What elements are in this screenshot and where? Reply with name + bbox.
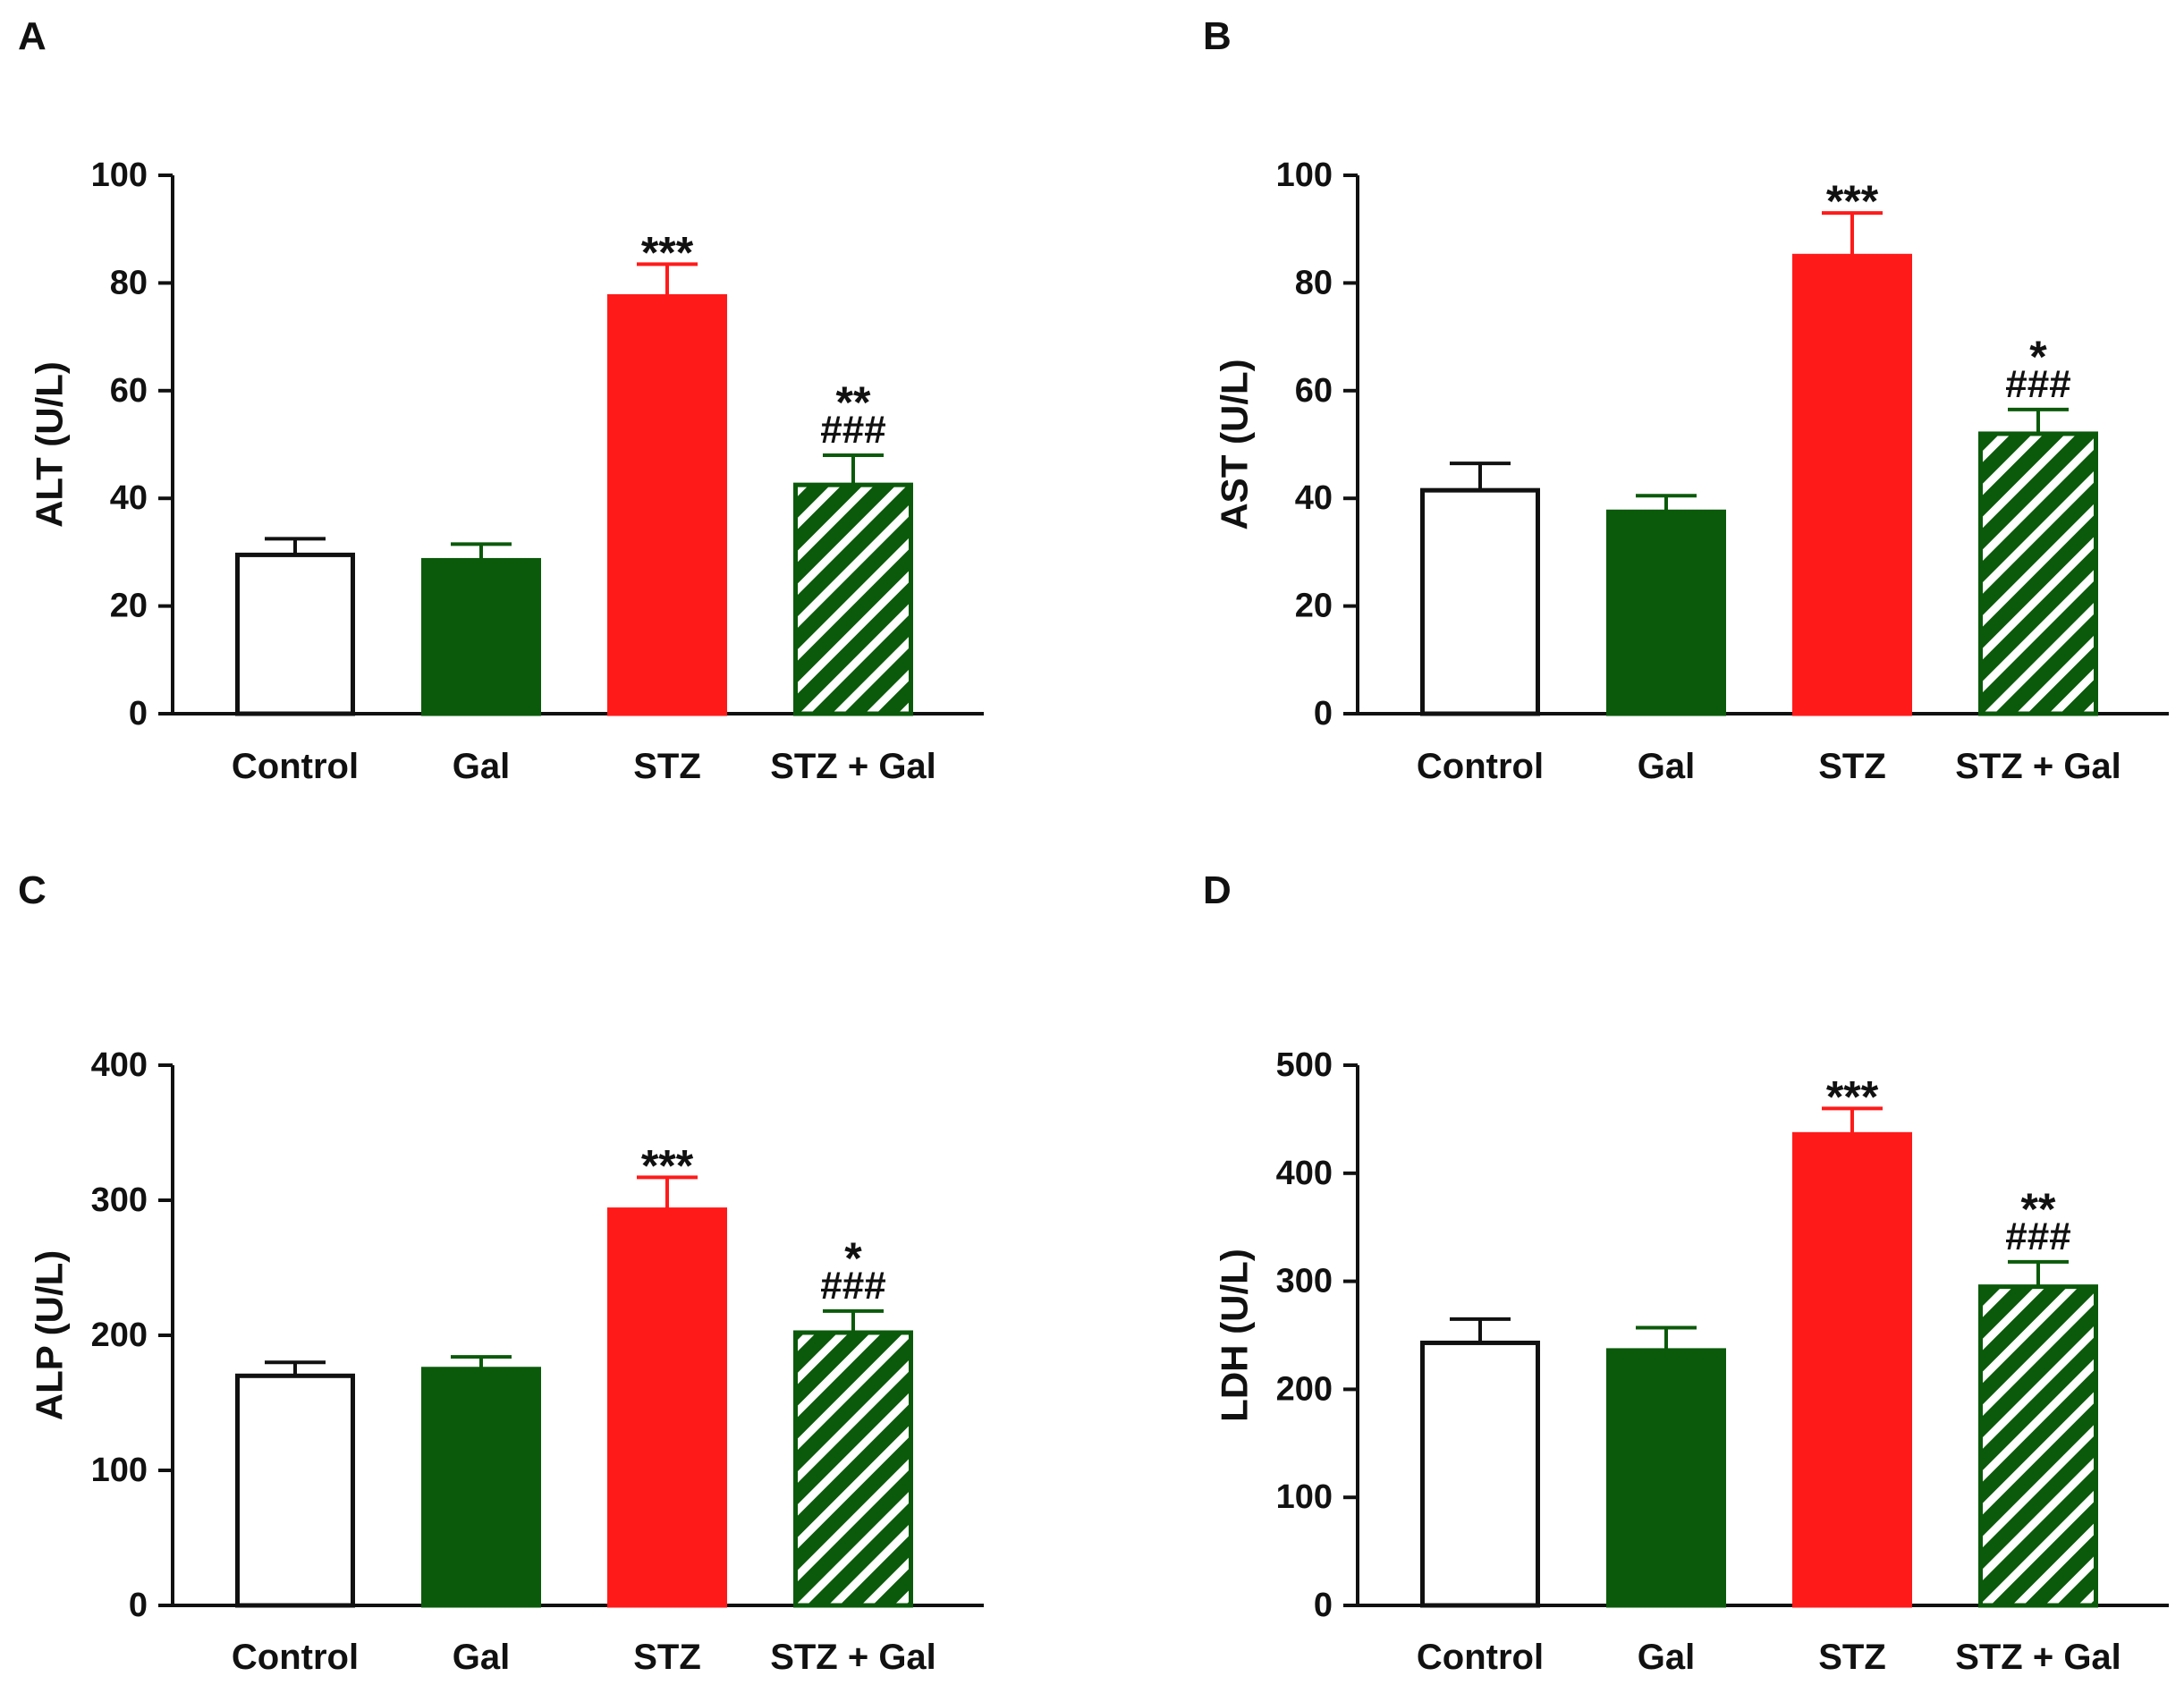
category-label: Gal [453,747,510,786]
significance-stars: *** [1826,1071,1879,1122]
category-label: STZ + Gal [1955,1638,2121,1677]
y-tick-label: 80 [110,264,148,301]
category-label: STZ [633,747,701,786]
y-tick-label: 40 [1295,479,1333,517]
bar-gal [421,557,541,716]
y-tick-label: 200 [91,1317,148,1354]
bar-stz-gal [1978,1284,2098,1608]
bar-gal [1606,509,1726,716]
bar-stz-gal [793,482,913,716]
y-tick-label: 400 [1276,1155,1333,1192]
category-label: STZ [633,1638,701,1677]
category-label: STZ + Gal [770,747,936,786]
y-tick-label: 80 [1295,264,1333,301]
bar-stz [607,1207,727,1608]
y-axis-label: ALP (U/L) [29,1250,71,1421]
y-tick-label: 200 [1276,1370,1333,1408]
y-axis-label: LDH (U/L) [1214,1249,1256,1422]
panel-a: A ALT (U/L) 0 20 40 60 80 100 Control Gal STZ *** ST… [18,14,984,786]
y-tick-label: 60 [110,372,148,410]
y-axis-label: ALT (U/L) [29,361,71,528]
significance-stars: *** [641,227,694,277]
significance-stars: ** [836,377,871,428]
bar-control [1420,1340,1540,1608]
panel-d: D LDH (U/L) 0 100 200 300 400 500 Control Gal STZ *… [1203,868,2169,1677]
y-tick-label: 20 [110,588,148,625]
y-tick-label: 60 [1295,372,1333,410]
y-tick-label: 400 [91,1046,148,1084]
significance-stars: *** [641,1140,694,1190]
bar-control [1420,487,1540,716]
bar-stz-gal [1978,431,2098,716]
y-tick-label: 0 [129,1587,148,1624]
significance-hashes: ### [820,408,885,452]
category-label: STZ + Gal [1955,747,2121,786]
category-label: Control [232,1638,359,1677]
bar-gal [1606,1348,1726,1608]
y-axis-label: AST (U/L) [1214,359,1256,529]
y-tick-label: 20 [1295,588,1333,625]
y-tick-label: 300 [91,1181,148,1219]
significance-stars: ** [2021,1184,2056,1234]
panel-letter: B [1203,14,1232,58]
significance-stars: * [844,1233,862,1283]
y-tick-label: 300 [1276,1263,1333,1300]
y-tick-label: 40 [110,479,148,517]
category-label: Gal [1638,747,1695,786]
significance-stars: *** [1826,176,1879,226]
panel-b: B AST (U/L) 0 20 40 60 80 100 Control Gal STZ *** ST… [1203,14,2169,786]
significance-hashes: ### [2005,362,2070,406]
y-tick-label: 0 [1314,695,1333,732]
panel-letter: A [18,14,47,58]
category-label: Control [1417,1638,1544,1677]
y-tick-label: 100 [1276,1478,1333,1516]
category-label: STZ [1818,747,1886,786]
category-label: Control [1417,747,1544,786]
y-tick-label: 100 [91,157,148,194]
category-label: Gal [453,1638,510,1677]
category-label: Gal [1638,1638,1695,1677]
bar-stz-gal [793,1330,913,1608]
y-tick-label: 0 [1314,1587,1333,1624]
bar-stz [1792,1131,1912,1608]
category-label: Control [232,747,359,786]
bar-control [235,1373,355,1608]
significance-hashes: ### [2005,1215,2070,1258]
y-tick-label: 100 [91,1452,148,1489]
panel-c: C ALP (U/L) 0 100 200 300 400 Control Gal STZ *** S… [18,868,984,1677]
bar-gal [421,1367,541,1608]
category-label: STZ [1818,1638,1886,1677]
bar-stz [1792,253,1912,716]
y-tick-label: 500 [1276,1046,1333,1084]
y-tick-label: 100 [1276,157,1333,194]
panel-letter: D [1203,868,1232,912]
significance-stars: * [2029,332,2047,382]
panel-letter: C [18,868,47,912]
category-label: STZ + Gal [770,1638,936,1677]
bar-stz [607,293,727,716]
bar-control [235,552,355,716]
y-tick-label: 0 [129,695,148,732]
significance-hashes: ### [820,1264,885,1308]
